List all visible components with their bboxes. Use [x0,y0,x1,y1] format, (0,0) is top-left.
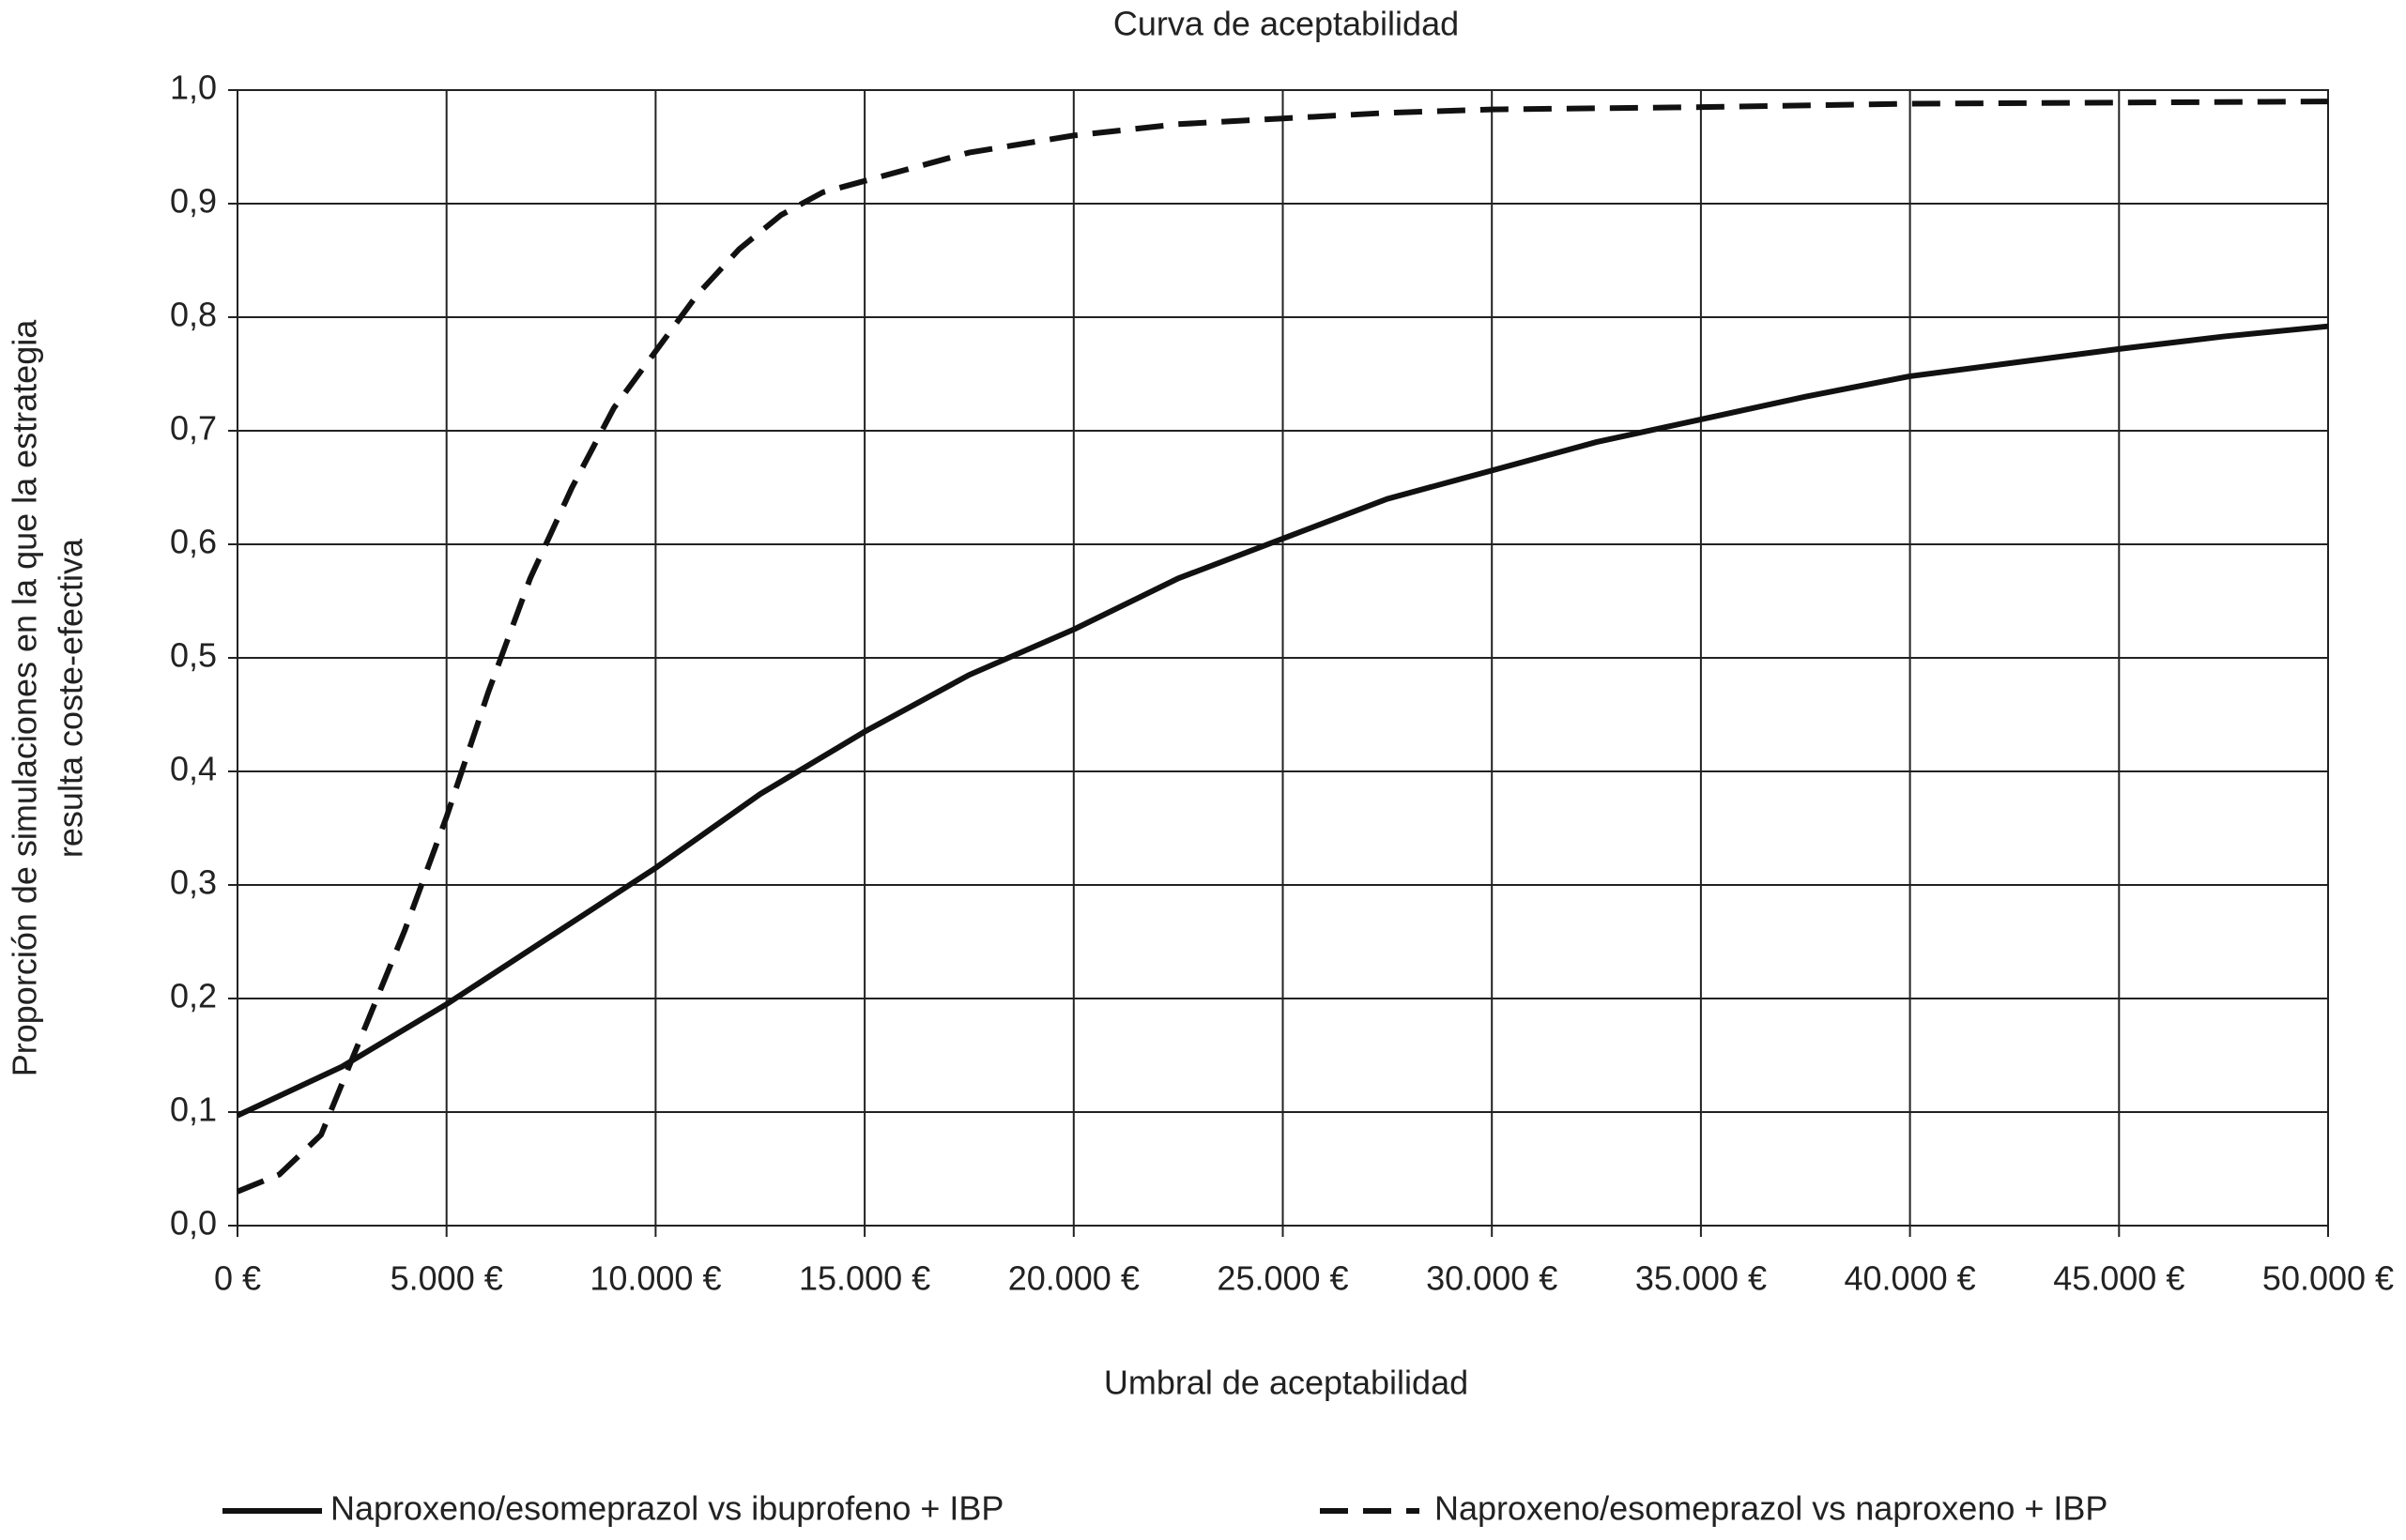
x-tick-label: 20.000 € [1008,1259,1140,1298]
chart-title: Curva de aceptabilidad [1113,5,1459,43]
y-tick-label: 0,0 [170,1204,217,1243]
legend-label: Naproxeno/esomeprazol vs ibuprofeno + IB… [330,1489,1004,1528]
x-tick-label: 45.000 € [2053,1259,2184,1298]
y-axis-title: Proporción de simulaciones en la que la … [6,319,44,1076]
y-tick-label: 0,2 [170,977,217,1015]
x-tick-label: 35.000 € [1635,1259,1767,1298]
y-axis-title: resulta coste-efectiva [52,538,90,858]
x-tick-label: 40.000 € [1845,1259,1976,1298]
plot-frame [237,89,2329,1227]
y-tick-label: 0,7 [170,409,217,448]
y-tick-label: 1,0 [170,69,217,107]
y-tick-label: 0,5 [170,636,217,675]
x-tick-label: 15.000 € [799,1259,930,1298]
y-tick-label: 0,4 [170,750,217,788]
y-tick-label: 0,3 [170,863,217,902]
x-tick-label: 5.000 € [391,1259,503,1298]
x-tick-label: 10.000 € [590,1259,721,1298]
y-tick-label: 0,1 [170,1090,217,1129]
line-series [236,323,2329,1119]
y-tick-label: 0,9 [170,182,217,221]
x-tick-label: 30.000 € [1426,1259,1557,1298]
x-tick-label: 50.000 € [2262,1259,2394,1298]
x-tick-label: 25.000 € [1217,1259,1348,1298]
x-tick-label: 0 € [214,1259,261,1298]
x-axis-title: Umbral de aceptabilidad [1104,1364,1468,1402]
legend-label: Naproxeno/esomeprazol vs naproxeno + IBP [1434,1489,2107,1528]
y-tick-label: 0,8 [170,296,217,334]
y-tick-label: 0,6 [170,523,217,561]
